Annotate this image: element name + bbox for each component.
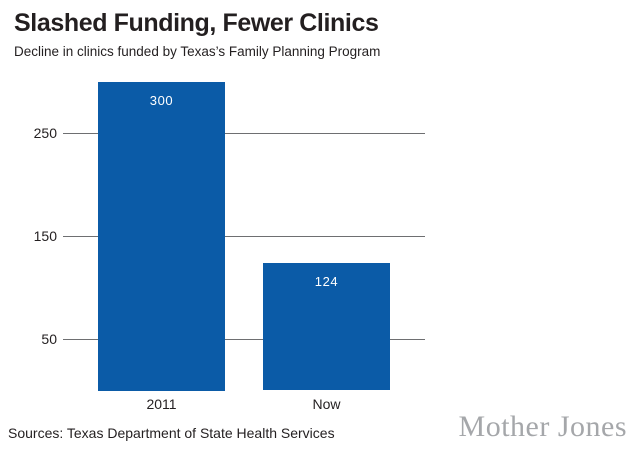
bar-value-label-now: 124 — [314, 273, 339, 289]
chart-title: Slashed Funding, Fewer Clinics — [14, 9, 379, 37]
y-tick-label-50: 50 — [41, 331, 57, 347]
x-category-label-2011: 2011 — [146, 396, 177, 412]
bar-2011: 300 — [98, 81, 225, 391]
y-tick-label-250: 250 — [33, 125, 57, 141]
x-category-label-now: Now — [312, 396, 341, 412]
bar-value-label-2011: 300 — [149, 92, 174, 108]
gridline-250 — [63, 133, 425, 134]
chart-subtitle: Decline in clinics funded by Texas’s Fam… — [14, 44, 381, 59]
mother-jones-logo: Mother Jones — [458, 410, 627, 443]
gridline-50 — [63, 339, 425, 340]
bar-now: 124 — [263, 262, 390, 391]
gridline-150 — [63, 236, 425, 237]
sources-note: Sources: Texas Department of State Healt… — [8, 425, 335, 441]
y-tick-label-150: 150 — [33, 228, 57, 244]
